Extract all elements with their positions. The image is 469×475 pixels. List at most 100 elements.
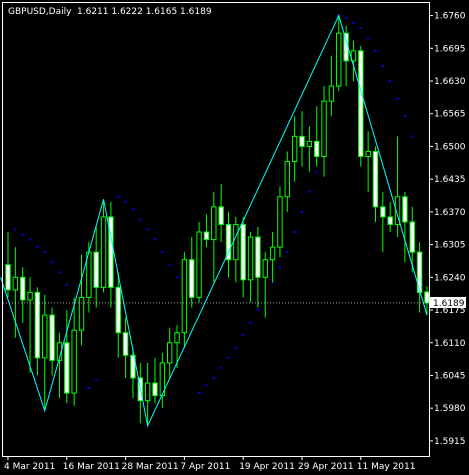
sar-dot [212, 376, 215, 379]
candle-body [152, 382, 158, 397]
candle [416, 242, 423, 313]
candle-body [306, 140, 313, 147]
candle [100, 199, 107, 293]
candle-body [34, 291, 41, 359]
y-tick-label: 1.6240 [434, 273, 466, 283]
candle [64, 310, 70, 404]
candle [167, 327, 173, 378]
candle-body [416, 251, 423, 293]
candle [314, 106, 320, 167]
candle-body [211, 206, 217, 241]
candle-body [277, 196, 283, 248]
candle-body [284, 161, 291, 198]
sar-dot [21, 233, 24, 236]
candle-body [78, 296, 85, 331]
candle [159, 352, 166, 409]
sar-dot [154, 238, 156, 241]
candle [240, 216, 246, 298]
sar-dot [359, 27, 362, 30]
candle [365, 131, 371, 192]
sar-dot [242, 334, 245, 337]
y-tick-label: 1.5915 [434, 437, 466, 447]
candle-body [27, 291, 33, 301]
candle [299, 111, 305, 167]
sar-dot [139, 218, 142, 221]
candle-body [196, 231, 202, 298]
candle [218, 184, 224, 243]
candle-body [5, 264, 11, 291]
candle-body [42, 314, 48, 359]
sar-dot [176, 276, 179, 279]
sar-dot [403, 115, 406, 118]
candle-body [100, 216, 107, 288]
candle [42, 294, 48, 411]
candle [144, 362, 151, 426]
candle-body [402, 196, 408, 223]
candle [306, 126, 313, 172]
sar-dot [308, 190, 311, 193]
candle [189, 237, 195, 308]
y-tick-label: 1.6045 [434, 371, 466, 381]
sar-dot [87, 387, 90, 390]
zigzag-line [0, 14, 428, 428]
candle-body [167, 342, 173, 364]
y-tick-label: 1.6110 [434, 339, 466, 349]
candle-body [380, 206, 386, 218]
y-tick-label: 1.6305 [434, 241, 466, 251]
candle-body [144, 382, 151, 402]
y-tick-label: 1.6565 [434, 110, 466, 120]
sar-dot [29, 238, 32, 241]
sar-dot [374, 49, 377, 52]
sar-dot [301, 210, 303, 213]
candle-body [299, 135, 305, 147]
candle [402, 191, 408, 263]
candle [291, 116, 298, 182]
candle [255, 226, 261, 308]
sar-dot [278, 266, 281, 269]
candle [269, 232, 276, 283]
candle [409, 206, 415, 273]
candle [196, 221, 202, 303]
y-tick-label: 1.6175 [434, 306, 466, 316]
sar-dot [389, 80, 392, 83]
sar-dot [367, 37, 370, 40]
candle-body [255, 236, 261, 278]
candle-body [189, 259, 195, 298]
y-tick-label: 1.6500 [434, 142, 466, 152]
sar-dot [14, 228, 17, 231]
candle [394, 136, 401, 238]
candle-body [71, 329, 77, 394]
sar-dot [381, 64, 384, 67]
candle [225, 211, 232, 278]
candle [321, 86, 327, 177]
y-tick-label: 1.5980 [434, 404, 466, 414]
x-tick-label: 4 Mar 2011 [4, 462, 55, 472]
candle-body [218, 206, 224, 225]
candle-body [394, 196, 401, 225]
candle-body [20, 276, 26, 301]
y-tick-label: 1.6370 [434, 208, 466, 218]
candle-body [108, 216, 114, 288]
candle [203, 214, 210, 248]
candle [122, 317, 129, 378]
sar-dot [36, 246, 39, 249]
candle [34, 287, 41, 376]
candle [350, 40, 357, 82]
sar-dot [249, 321, 252, 324]
sar-dot [43, 251, 46, 254]
sar-dot [345, 17, 348, 20]
sar-dot [352, 22, 355, 25]
candle-body [130, 354, 136, 379]
zigzag-indicator [0, 14, 428, 428]
ohlc-header: 1.6211 1.6222 1.6165 1.6189 [77, 7, 212, 17]
candle [174, 325, 180, 368]
sar-dot [256, 309, 259, 312]
candle-body [291, 135, 298, 163]
sar-dot [411, 135, 414, 138]
y-tick-label: 1.6695 [434, 44, 466, 54]
candle-body [203, 231, 210, 241]
x-tick-label: 29 Apr 2011 [298, 462, 354, 472]
candle-body [314, 140, 320, 158]
x-tick-label: 28 Mar 2011 [122, 462, 179, 472]
candle [152, 357, 158, 404]
